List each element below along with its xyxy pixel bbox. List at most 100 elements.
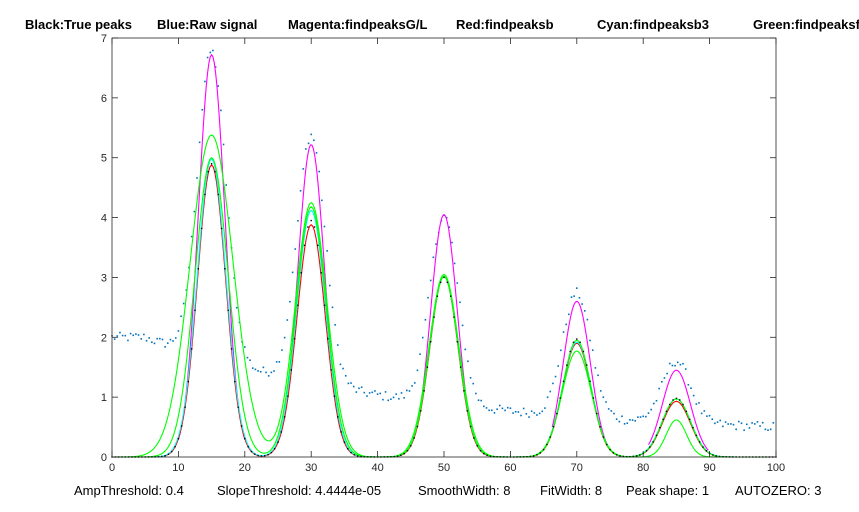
raw-signal-point bbox=[140, 338, 143, 340]
raw-signal-point bbox=[228, 217, 230, 219]
raw-signal-point bbox=[623, 423, 626, 425]
true-peak-point bbox=[184, 406, 186, 408]
raw-signal-point bbox=[137, 334, 140, 336]
raw-signal-point bbox=[421, 336, 424, 339]
true-peak-point bbox=[227, 309, 229, 312]
x-tick-label: 70 bbox=[571, 462, 583, 474]
raw-signal-point bbox=[692, 394, 695, 397]
x-tick-label: 30 bbox=[305, 462, 317, 474]
raw-signal-point bbox=[159, 337, 161, 340]
raw-signal-point bbox=[602, 396, 605, 399]
true-peak-point bbox=[403, 452, 405, 455]
raw-signal-point bbox=[738, 420, 740, 423]
raw-signal-point bbox=[283, 336, 286, 339]
raw-signal-point bbox=[663, 377, 666, 379]
true-peak-point bbox=[194, 309, 196, 312]
true-peak-point bbox=[659, 426, 661, 429]
raw-signal-point bbox=[313, 139, 315, 142]
true-peak-point bbox=[174, 446, 176, 448]
raw-signal-point bbox=[363, 391, 366, 394]
raw-signal-point bbox=[331, 306, 334, 309]
true-peak-point bbox=[270, 451, 273, 454]
raw-signal-point bbox=[403, 397, 405, 399]
raw-signal-point bbox=[286, 319, 289, 321]
true-peak-point bbox=[453, 316, 455, 318]
raw-signal-point bbox=[406, 389, 408, 392]
true-peak-point bbox=[559, 397, 561, 399]
true-peak-point bbox=[200, 227, 203, 230]
true-peak-point bbox=[486, 454, 488, 457]
true-peak-point bbox=[675, 397, 678, 400]
true-peak-point bbox=[605, 443, 608, 446]
raw-signal-point bbox=[674, 364, 676, 367]
raw-signal-point bbox=[366, 395, 368, 397]
true-peak-point bbox=[718, 455, 721, 458]
true-peak-point bbox=[234, 380, 236, 383]
raw-signal-point bbox=[541, 410, 544, 413]
raw-signal-point bbox=[467, 360, 469, 363]
true-peak-point bbox=[204, 193, 206, 196]
true-peak-point bbox=[712, 454, 714, 456]
raw-signal-point bbox=[113, 338, 116, 340]
true-peak-point bbox=[682, 403, 684, 406]
raw-signal-point bbox=[459, 301, 461, 304]
true-peak-point bbox=[171, 450, 173, 453]
raw-signal-point bbox=[166, 342, 169, 344]
param-slope-threshold: SlopeThreshold: 4.4444e-05 bbox=[217, 483, 381, 498]
raw-signal-point bbox=[368, 392, 371, 394]
raw-signal-point bbox=[568, 313, 570, 316]
true-peak-point bbox=[347, 448, 349, 450]
raw-signal-point bbox=[491, 409, 493, 412]
raw-signal-point bbox=[599, 390, 602, 392]
raw-signal-point bbox=[379, 392, 382, 395]
true-peak-point bbox=[287, 395, 289, 397]
true-peak-point bbox=[479, 450, 482, 452]
raw-signal-point bbox=[233, 277, 235, 279]
true-peak-point bbox=[542, 448, 545, 451]
true-peak-point bbox=[695, 434, 698, 437]
true-peak-point bbox=[400, 454, 402, 457]
raw-signal-point bbox=[740, 422, 743, 425]
true-peak-point bbox=[240, 425, 243, 427]
param-fit-width: FitWidth: 8 bbox=[540, 483, 602, 498]
raw-signal-point bbox=[135, 333, 137, 335]
raw-signal-point bbox=[456, 282, 459, 284]
param-amp-threshold: AmpThreshold: 0.4 bbox=[74, 483, 184, 498]
raw-signal-point bbox=[626, 422, 629, 424]
raw-signal-point bbox=[427, 296, 429, 299]
raw-signal-point bbox=[684, 368, 687, 370]
y-tick-label: 4 bbox=[101, 213, 107, 225]
raw-signal-point bbox=[204, 80, 206, 83]
y-tick-label: 0 bbox=[101, 452, 107, 464]
y-tick-label: 2 bbox=[101, 332, 107, 344]
raw-signal-point bbox=[246, 356, 249, 359]
raw-signal-point bbox=[517, 411, 520, 413]
raw-signal-point bbox=[759, 425, 761, 427]
true-peak-point bbox=[330, 369, 332, 371]
raw-signal-point bbox=[278, 361, 281, 363]
title-findpeaksb: Red:findpeaksb bbox=[456, 17, 554, 32]
true-peak-point bbox=[307, 226, 309, 228]
raw-signal-point bbox=[161, 338, 164, 341]
raw-signal-point bbox=[143, 333, 145, 336]
raw-signal-point bbox=[469, 377, 472, 379]
title-findpeaksgl: Magenta:findpeaksG/L bbox=[288, 17, 427, 32]
true-peak-point bbox=[662, 418, 664, 421]
raw-signal-point bbox=[419, 353, 421, 355]
true-peak-point bbox=[190, 348, 193, 350]
true-peak-point bbox=[655, 434, 658, 437]
true-peak-point bbox=[679, 399, 681, 401]
plot-area bbox=[112, 38, 776, 457]
raw-signal-point bbox=[315, 152, 318, 154]
true-peak-point bbox=[572, 341, 575, 344]
y-tick-label: 5 bbox=[101, 153, 107, 165]
raw-signal-point bbox=[583, 310, 586, 312]
raw-signal-point bbox=[735, 428, 737, 431]
raw-signal-point bbox=[453, 262, 456, 265]
raw-signal-point bbox=[209, 51, 212, 54]
true-peak-point bbox=[489, 455, 492, 457]
raw-signal-point bbox=[387, 399, 390, 402]
raw-signal-point bbox=[148, 337, 150, 339]
raw-signal-point bbox=[334, 324, 336, 326]
